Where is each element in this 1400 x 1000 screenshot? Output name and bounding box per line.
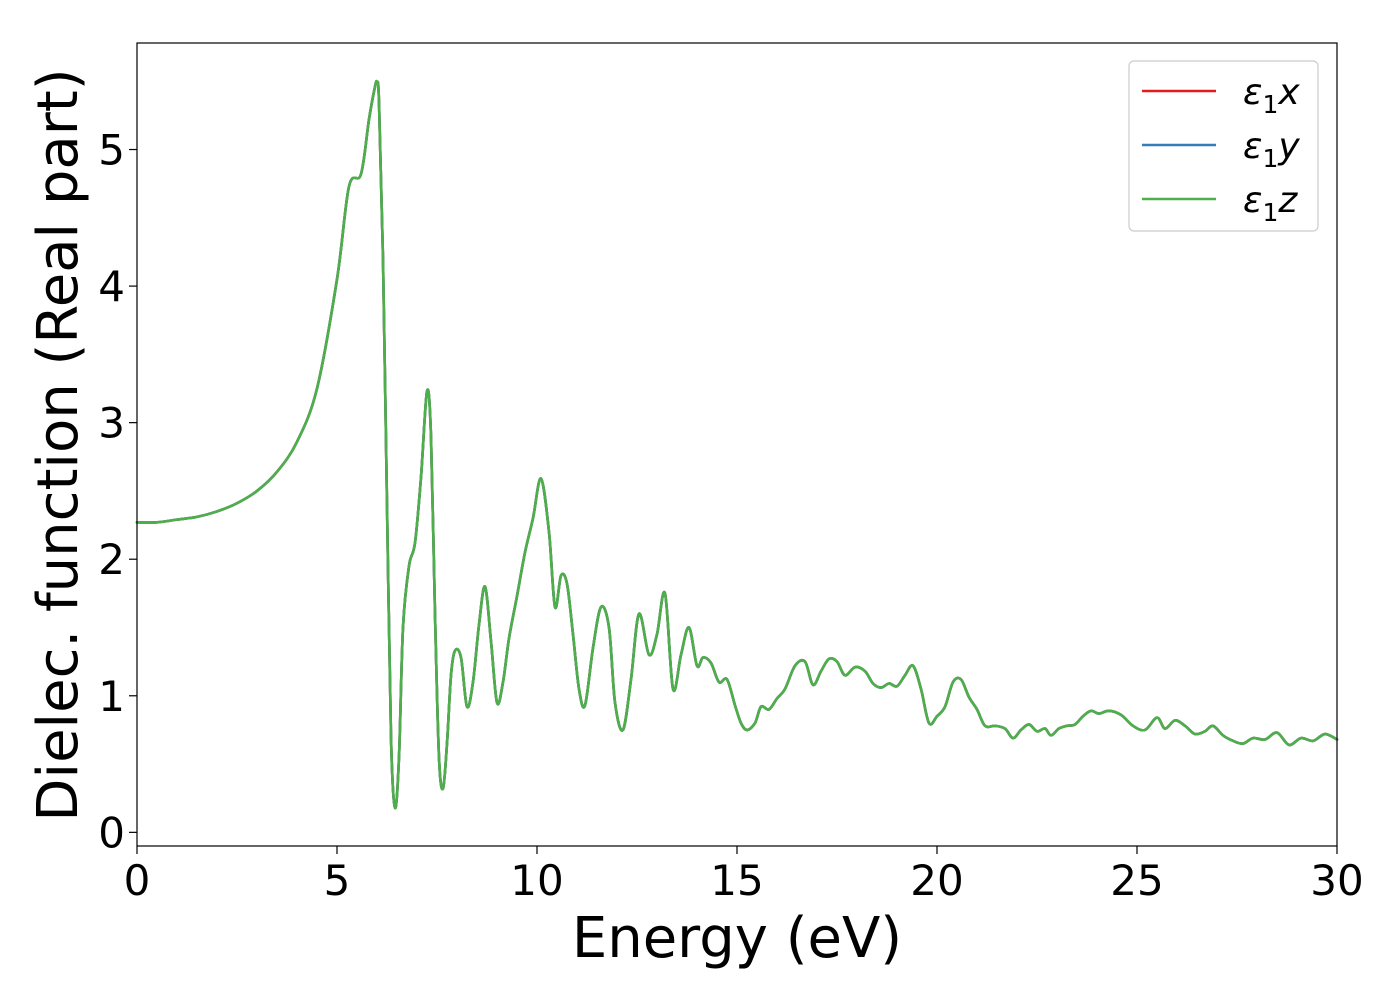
x-tick-label: 30 xyxy=(1310,856,1363,905)
y-tick-label: 2 xyxy=(98,535,125,584)
x-tick-label: 5 xyxy=(324,856,351,905)
y-tick-label: 5 xyxy=(98,126,125,175)
x-axis-ticks: 0 5 10 15 20 25 30 xyxy=(124,846,1364,905)
plot-lines xyxy=(135,79,1339,810)
y-tick-label: 1 xyxy=(98,672,125,721)
y-tick-label: 4 xyxy=(98,262,125,311)
x-tick-label: 25 xyxy=(1110,856,1163,905)
x-tick-label: 15 xyxy=(710,856,763,905)
x-tick-label: 20 xyxy=(910,856,963,905)
x-axis-label: Energy (eV) xyxy=(572,906,902,971)
legend-label-1: ε1y xyxy=(1243,126,1300,173)
legend-label-0: ε1x xyxy=(1243,72,1300,119)
legend-label-2: ε1z xyxy=(1243,180,1298,227)
y-axis-label: Dielec. function (Real part) xyxy=(26,68,91,821)
y-tick-label: 0 xyxy=(98,808,125,857)
legend-frame xyxy=(1128,60,1319,232)
y-axis-ticks: 0 1 2 3 4 5 xyxy=(98,126,137,857)
y-tick-label: 3 xyxy=(98,399,125,448)
legend: ε1x ε1y ε1z xyxy=(1128,60,1319,232)
series-line-2 xyxy=(135,79,1339,810)
x-tick-label: 0 xyxy=(124,856,151,905)
x-tick-label: 10 xyxy=(510,856,563,905)
